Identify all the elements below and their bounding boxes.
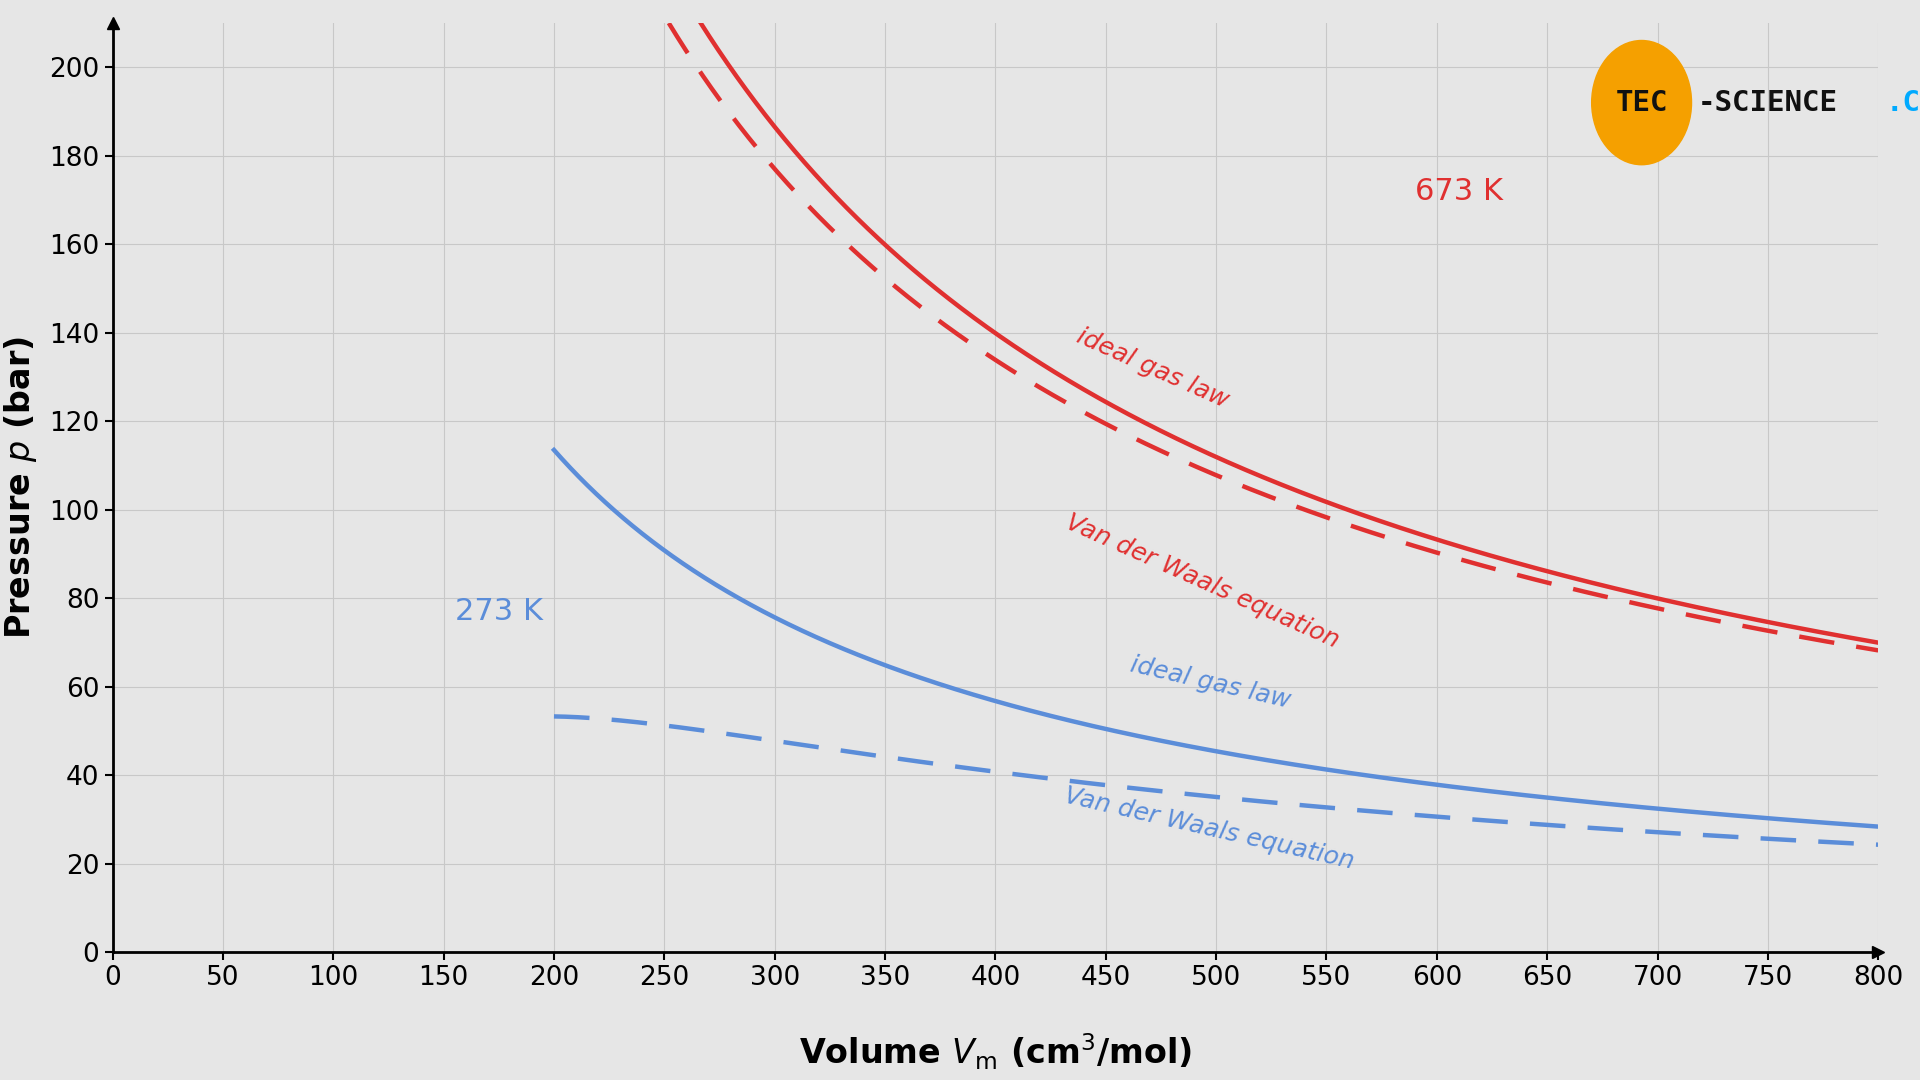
Text: TEC: TEC (1615, 89, 1668, 117)
Text: .COM: .COM (1885, 89, 1920, 117)
Text: Van der Waals equation: Van der Waals equation (1062, 784, 1356, 874)
Text: Pressure $p$ (bar): Pressure $p$ (bar) (2, 336, 38, 639)
Text: ideal gas law: ideal gas law (1073, 324, 1233, 413)
Text: 673 K: 673 K (1415, 176, 1503, 205)
Text: 273 K: 273 K (455, 597, 543, 626)
Text: Volume $V_\mathrm{m}$ (cm$^3$/mol): Volume $V_\mathrm{m}$ (cm$^3$/mol) (799, 1031, 1192, 1071)
Text: ideal gas law: ideal gas law (1127, 653, 1292, 713)
Text: Van der Waals equation: Van der Waals equation (1062, 510, 1342, 652)
Text: -SCIENCE: -SCIENCE (1697, 89, 1837, 117)
